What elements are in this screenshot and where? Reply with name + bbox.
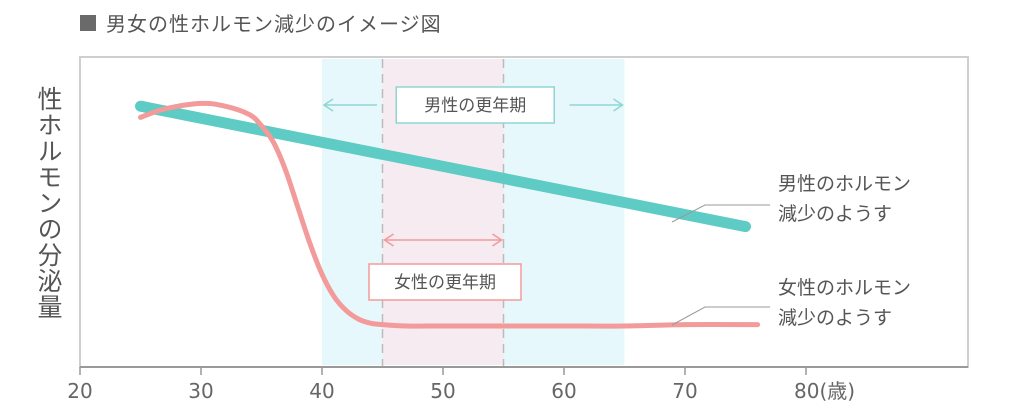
chart-title-row: 男女の性ホルモン減少のイメージ図 bbox=[80, 8, 442, 37]
x-ticks: 20 30 40 50 60 70 80(歳) bbox=[67, 367, 855, 403]
x-tick-label-1: 30 bbox=[188, 379, 213, 403]
series-1-line bbox=[138, 100, 761, 329]
x-tick-label-6: 80(歳) bbox=[794, 379, 855, 403]
female-band-label: 女性の更年期 bbox=[394, 273, 496, 293]
series-0-leader bbox=[671, 204, 770, 223]
series-layer bbox=[135, 100, 761, 329]
male-band-label-box bbox=[395, 86, 555, 124]
series-0-annotation: 男性のホルモン減少のようす bbox=[778, 173, 911, 225]
x-tick-label-4: 60 bbox=[551, 379, 576, 403]
female-band-arrow-right-head bbox=[492, 233, 503, 247]
x-tick-label-2: 40 bbox=[309, 379, 334, 403]
male-band-label: 男性の更年期 bbox=[424, 96, 526, 116]
x-tick-label-3: 50 bbox=[430, 379, 455, 403]
chart-title: 男女の性ホルモン減少のイメージ図 bbox=[106, 12, 442, 36]
y-axis-label: 性ホルモンの分泌量 bbox=[34, 86, 63, 320]
series-1-annotation: 女性のホルモン減少のようす bbox=[778, 277, 911, 329]
female-band-arrow-left-head bbox=[383, 233, 394, 247]
female-band-label-box bbox=[368, 263, 522, 301]
title-square-icon bbox=[80, 14, 96, 31]
series-0-line bbox=[135, 100, 751, 233]
series-1-leader bbox=[671, 306, 770, 326]
x-tick-label-0: 20 bbox=[67, 379, 92, 403]
x-tick-label-5: 70 bbox=[672, 379, 697, 403]
male-band-arrow-left-head bbox=[322, 98, 334, 112]
male-band-arrow-right-head bbox=[613, 98, 624, 112]
